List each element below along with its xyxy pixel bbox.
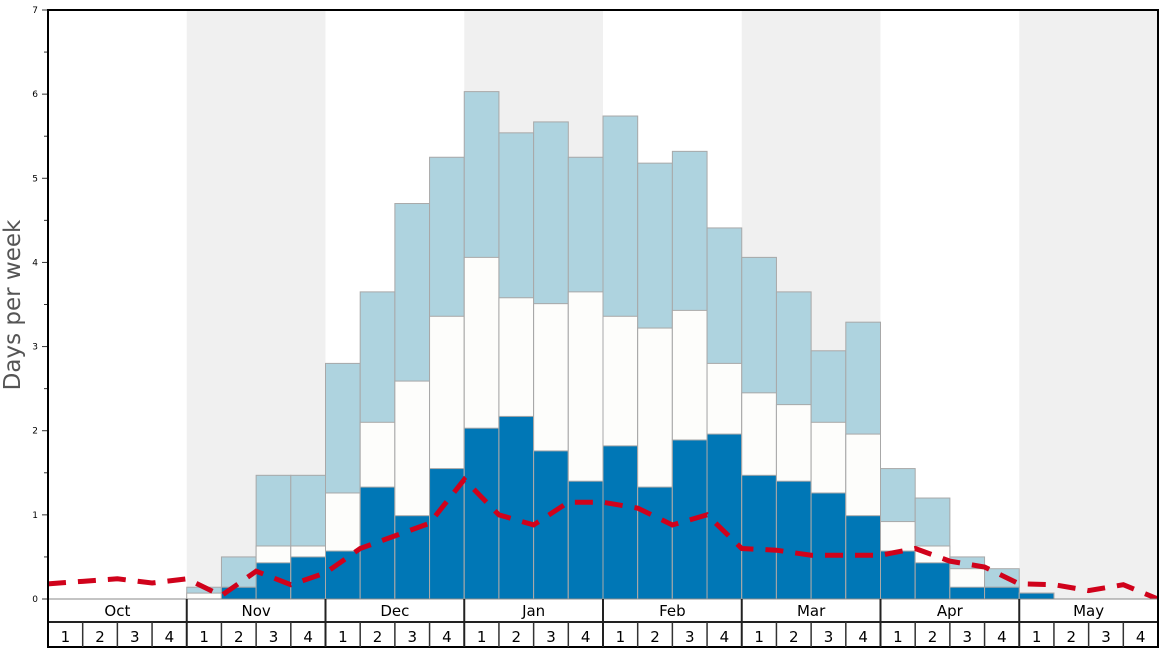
week-label: 3 [546,628,556,646]
week-label: 1 [199,628,209,646]
month-label-mar: Mar [797,602,826,620]
bar-dark-25 [914,562,951,600]
bar-dark-14 [533,450,569,600]
month-band-may [1019,10,1158,599]
month-label-nov: Nov [241,602,270,620]
y-tick-label: 5 [32,174,38,184]
week-label: 2 [95,628,105,646]
bar-dark-21 [775,480,812,600]
month-label-oct: Oct [104,602,130,620]
week-label: 4 [165,628,175,646]
week-label: 3 [1101,628,1111,646]
week-label: 2 [650,628,660,646]
week-label: 4 [1136,628,1146,646]
average-line [47,475,1159,602]
week-label: 2 [789,628,799,646]
month-band-oct [48,10,187,599]
y-tick-label: 0 [32,595,38,605]
week-label: 1 [616,628,626,646]
week-label: 4 [858,628,868,646]
bar-dark-16 [602,445,639,600]
bar-dark-22 [810,492,847,600]
bar-dark-28 [1018,592,1055,600]
week-label: 3 [962,628,972,646]
week-label: 4 [720,628,730,646]
month-label-apr: Apr [937,602,964,620]
month-label-jan: Jan [521,602,545,620]
month-label-dec: Dec [380,602,409,620]
week-label: 3 [685,628,695,646]
bar-middle-4 [186,592,222,600]
week-label: 3 [824,628,834,646]
week-label: 1 [61,628,71,646]
y-tick-label: 2 [32,427,38,437]
bar-dark-9 [359,486,396,600]
bar-dark-12 [463,427,500,600]
bar-dark-19 [706,433,743,600]
bar-dark-20 [741,474,777,600]
week-label: 4 [442,628,452,646]
week-label: 2 [928,628,938,646]
month-label-may: May [1073,602,1104,620]
week-label: 4 [581,628,591,646]
week-label: 1 [338,628,348,646]
week-label: 1 [754,628,764,646]
bar-dark-27 [984,586,1020,600]
bar-dark-13 [498,415,535,600]
y-tick-label: 1 [32,511,38,521]
bar-dark-26 [949,586,986,600]
week-label: 2 [373,628,383,646]
y-tick-label: 3 [32,343,38,353]
week-label: 1 [477,628,487,646]
week-label: 2 [512,628,522,646]
month-label-feb: Feb [659,602,686,620]
y-tick-label: 6 [32,90,38,100]
week-label: 3 [269,628,279,646]
y-axis-label: Days per week [0,219,26,390]
week-label: 2 [234,628,244,646]
week-label: 2 [1067,628,1077,646]
week-label: 1 [1032,628,1042,646]
y-tick-label: 4 [32,258,38,268]
bar-dark-15 [567,480,604,600]
week-label: 4 [303,628,313,646]
week-label: 1 [893,628,903,646]
bar-dark-17 [637,486,673,600]
y-tick-label: 7 [32,6,38,16]
bar-dark-24 [880,550,916,600]
week-label: 3 [130,628,140,646]
week-label: 4 [997,628,1007,646]
week-label: 3 [407,628,417,646]
